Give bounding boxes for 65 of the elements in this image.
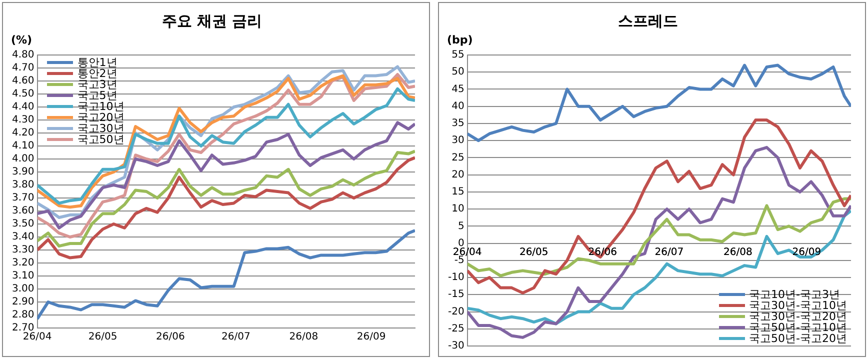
y-tick-label: 3.30 [12, 244, 34, 256]
x-tick-label: 26/06 [156, 332, 185, 343]
chart-title: 주요 채권 금리 [162, 12, 262, 30]
y-tick-label: 25 [452, 152, 464, 164]
y-tick-label: 5 [458, 220, 464, 232]
legend-label: 국고10년-국고3년 [749, 288, 840, 301]
y-tick-label: 4.00 [12, 154, 34, 165]
y-tick-label: 3.50 [12, 218, 34, 230]
legend-label: 국고50년-국고20년 [749, 332, 847, 345]
y-tick-label: 20 [452, 169, 464, 180]
legend-label: 국고5년 [77, 89, 118, 102]
y-tick-label: 4.40 [12, 102, 34, 113]
y-tick-label: 4.80 [12, 50, 34, 61]
legend-label: 국고3년 [77, 78, 118, 91]
y-tick-label: -20 [448, 306, 464, 318]
y-tick-label: 2.90 [12, 296, 34, 308]
y-tick-label: 4.60 [12, 76, 34, 87]
y-axis-title: (bp) [447, 33, 473, 46]
legend-label: 국고20년 [77, 111, 124, 124]
legend-label: 국고30년 [77, 122, 124, 135]
y-tick-label: 10 [452, 204, 464, 215]
x-tick-label: 26/08 [289, 332, 318, 343]
y-tick-label: 55 [452, 50, 464, 61]
y-tick-label: 4.20 [12, 128, 34, 139]
legend-label: 국고50년-국고10년 [749, 321, 847, 334]
y-tick-label: 3.60 [12, 206, 34, 217]
y-tick-label: -25 [448, 323, 464, 334]
y-tick-label: -10 [448, 272, 464, 284]
y-tick-label: 40 [452, 100, 464, 112]
x-tick-label: 26/08 [723, 246, 752, 258]
legend-label: 통안2년 [77, 67, 118, 80]
y-tick-label: 4.70 [12, 62, 34, 74]
y-tick-label: 30 [452, 135, 464, 146]
x-tick-label: 26/05 [88, 332, 118, 343]
legend-label: 통안1년 [77, 56, 118, 69]
y-tick-label: 15 [452, 186, 464, 198]
x-tick-label: 26/09 [356, 332, 386, 343]
y-tick-label: 2.80 [12, 310, 34, 321]
y-tick-label: 3.70 [12, 192, 34, 204]
y-tick-label: -30 [448, 340, 464, 352]
legend-label: 국고30년-국고10년 [749, 299, 847, 312]
y-tick-label: 0 [458, 238, 464, 249]
y-axis-title: (%) [11, 33, 32, 46]
x-tick-label: 26/05 [519, 246, 548, 258]
y-tick-label: 4.10 [12, 140, 34, 152]
y-tick-label: 35 [452, 118, 464, 130]
y-tick-label: 45 [452, 84, 464, 95]
y-tick-label: 3.80 [12, 180, 34, 191]
y-tick-label: 3.40 [12, 232, 34, 243]
x-tick-label: 26/07 [222, 332, 250, 343]
y-tick-label: 3.90 [12, 166, 34, 178]
chart-title: 스프레드 [618, 12, 678, 30]
y-tick-label: 4.30 [12, 114, 34, 126]
y-tick-label: 50 [452, 66, 464, 78]
x-tick-label: 26/07 [654, 246, 684, 258]
y-tick-label: 4.50 [12, 88, 34, 100]
x-tick-label: 26/04 [22, 332, 52, 343]
legend-label: 국고10년 [77, 100, 124, 113]
y-tick-label: 3.20 [12, 258, 34, 269]
y-tick-label: 3.00 [12, 284, 34, 295]
legend-label: 국고30년-국고20년 [749, 310, 847, 323]
y-tick-label: -5 [454, 255, 464, 266]
legend-label: 국고50년 [77, 133, 124, 146]
y-tick-label: 3.10 [12, 270, 34, 282]
y-tick-label: -15 [448, 289, 464, 300]
